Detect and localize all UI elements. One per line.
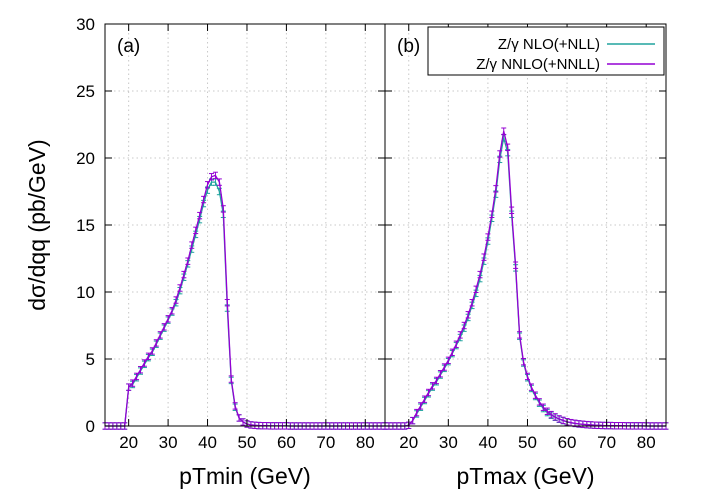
data-point [429,382,435,390]
data-point [157,331,163,339]
data-point [513,261,519,269]
y-tick-label: 15 [76,216,95,235]
data-point [236,414,242,422]
x-tick-label: 30 [439,433,458,452]
series-line-nnlo [385,131,666,427]
x-tick-label: 80 [637,433,656,452]
data-point [177,284,183,292]
data-point [497,150,503,158]
data-point [528,383,534,391]
data-point [126,383,132,391]
data-point [220,205,226,213]
data-point [173,296,179,304]
data-point [453,340,459,348]
data-point [473,285,479,294]
data-point [145,352,151,361]
y-tick-label: 30 [76,15,95,34]
y-tick-label: 25 [76,82,95,101]
data-point [536,398,542,406]
legend-entry-label: Z/γ NNLO(+NNLL) [476,56,600,73]
x-tick-label: 50 [238,433,257,452]
data-point [185,257,191,265]
series-line-nnlo [105,174,385,427]
data-point [560,416,566,425]
data-point [572,419,578,428]
data-point [477,270,483,279]
data-point [240,418,246,426]
data-point [521,357,527,366]
data-point [201,195,207,204]
data-point [485,233,491,241]
x-tick-label: 60 [277,433,296,452]
data-point [540,403,546,411]
data-point [224,299,230,307]
y-tick-label: 10 [76,283,95,302]
y-axis-label: dσ/dqq (pb/GeV) [24,139,50,310]
x-tick-label: 60 [558,433,577,452]
y-tick-label: 20 [76,149,95,168]
panel-a: 20 30 40 50 60 70 80 0 5 10 15 20 25 30 (a) pTmin (GeV)… [24,15,388,489]
data-point [189,241,195,249]
data-point [228,375,234,383]
panel-label: (b) [397,36,420,57]
y-tick-label: 5 [86,350,95,369]
x-tick-label: 80 [356,433,375,452]
data-point [232,402,238,410]
x-tick-label: 70 [597,433,616,452]
data-point [501,127,507,135]
legend-box [427,26,665,76]
data-point [457,331,463,339]
x-tick-label: 70 [316,433,335,452]
data-point [208,173,214,181]
data-point [517,331,523,339]
data-point [489,210,495,218]
y-tick-label: 0 [86,417,95,436]
x-axis-label: pTmin (GeV) [179,463,311,489]
x-tick-label: 20 [119,433,138,452]
data-point [481,253,487,261]
x-axis-label: pTmax (GeV) [456,463,594,489]
data-point [544,407,550,415]
legend-entry-label: Z/γ NLO(+NLL) [498,36,600,53]
data-point [169,307,175,315]
x-tick-label: 50 [518,433,537,452]
data-point [469,299,475,307]
data-point [465,311,471,319]
data-point [410,416,416,425]
x-tick-label: 40 [478,433,497,452]
data-point [153,339,159,347]
data-point [461,321,467,330]
x-tick-label: 40 [198,433,217,452]
panel-b: 20 30 40 50 60 70 80 (b) pTmax (GeV) Z/γ NLO(+NLL… [382,23,669,489]
x-tick-label: 30 [159,433,178,452]
legend: Z/γ NLO(+NLL) Z/γ NNLO(+NNLL) [427,26,665,76]
data-point [161,323,167,331]
x-tick-label: 20 [399,433,418,452]
data-point [548,410,554,419]
data-point [165,315,171,323]
data-point [193,226,199,235]
data-point [493,185,499,193]
data-point [509,206,515,214]
data-point [216,178,222,186]
series-line-nlo [385,137,666,427]
data-point [505,143,511,151]
data-point [181,270,187,279]
data-point [524,372,530,381]
data-point [197,211,203,220]
panel-label: (a) [117,36,140,57]
data-point [556,415,562,423]
data-point [449,348,455,356]
data-point [149,347,155,355]
data-point [205,181,211,189]
series-line-nlo [105,181,385,427]
plot-frame [384,23,667,427]
data-point [552,413,558,421]
data-point [445,356,451,365]
